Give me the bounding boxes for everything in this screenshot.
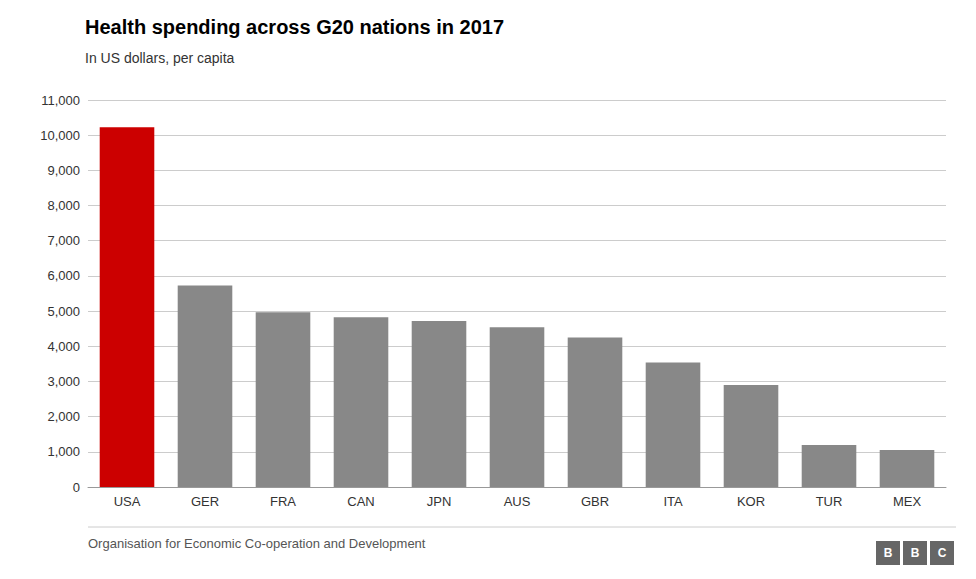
svg-text:KOR: KOR [737, 494, 765, 509]
svg-text:9,000: 9,000 [47, 163, 80, 178]
svg-text:4,000: 4,000 [47, 339, 80, 354]
svg-text:10,000: 10,000 [40, 128, 80, 143]
svg-text:3,000: 3,000 [47, 374, 80, 389]
svg-text:1,000: 1,000 [47, 444, 80, 459]
svg-text:USA: USA [114, 494, 141, 509]
svg-text:MEX: MEX [893, 494, 922, 509]
svg-text:B: B [911, 546, 920, 560]
svg-text:GER: GER [191, 494, 219, 509]
svg-text:JPN: JPN [427, 494, 452, 509]
svg-text:TUR: TUR [816, 494, 843, 509]
svg-text:0: 0 [73, 480, 80, 495]
svg-text:FRA: FRA [270, 494, 296, 509]
svg-text:AUS: AUS [504, 494, 531, 509]
svg-text:5,000: 5,000 [47, 304, 80, 319]
svg-text:ITA: ITA [663, 494, 683, 509]
svg-text:In US dollars, per capita: In US dollars, per capita [85, 50, 235, 66]
svg-text:Health spending across G20 nat: Health spending across G20 nations in 20… [85, 16, 504, 38]
svg-text:2,000: 2,000 [47, 409, 80, 424]
svg-text:7,000: 7,000 [47, 233, 80, 248]
svg-text:8,000: 8,000 [47, 198, 80, 213]
svg-text:CAN: CAN [347, 494, 374, 509]
svg-text:B: B [884, 546, 893, 560]
svg-text:11,000: 11,000 [41, 93, 80, 108]
svg-text:6,000: 6,000 [47, 268, 80, 283]
svg-text:GBR: GBR [581, 494, 609, 509]
svg-text:Organisation for Economic Co-o: Organisation for Economic Co-operation a… [88, 536, 426, 551]
svg-text:C: C [938, 546, 947, 560]
